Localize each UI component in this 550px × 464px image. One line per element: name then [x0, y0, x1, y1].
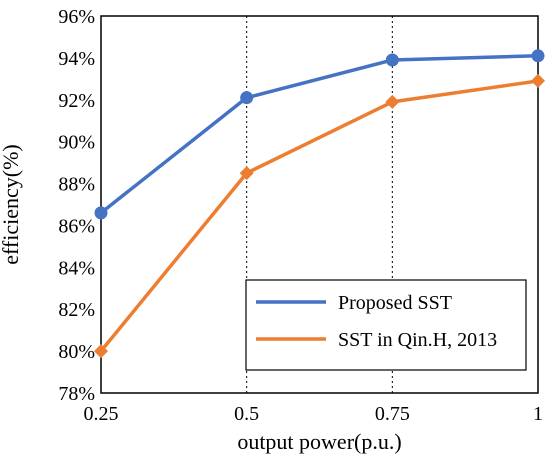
- data-point: [385, 94, 400, 109]
- series-layer: [94, 49, 545, 359]
- x-tick-label: 0.5: [234, 403, 259, 425]
- series-line: [99, 79, 539, 353]
- data-point: [531, 73, 545, 88]
- y-axis-title: efficiency(%): [0, 144, 23, 265]
- y-axis-tick-labels: 78% 80% 82% 84% 86% 88% 90% 92% 94% 96%: [58, 6, 95, 405]
- y-tick-label: 86%: [58, 215, 95, 237]
- y-tick-label: 84%: [58, 257, 95, 279]
- x-axis-tick-labels: 0.25 0.5 0.75 1: [84, 403, 544, 425]
- data-point: [239, 166, 254, 181]
- x-tick-label: 0.75: [375, 403, 410, 425]
- data-point: [94, 206, 108, 220]
- y-tick-label: 82%: [58, 299, 95, 321]
- data-point: [385, 53, 399, 67]
- y-tick-label: 92%: [58, 90, 95, 112]
- plot-area-frame: [100, 15, 539, 394]
- data-point: [94, 344, 108, 359]
- series-line: [99, 54, 539, 215]
- x-axis-title: output power(p.u.): [237, 429, 401, 454]
- series-1: [94, 49, 545, 220]
- legend-entry-label: SST in Qin.H, 2013: [338, 329, 497, 351]
- series-2: [94, 73, 545, 359]
- data-point: [240, 91, 254, 105]
- y-tick-label: 96%: [58, 6, 95, 28]
- x-tick-label: 0.25: [84, 403, 119, 425]
- legend: Proposed SST SST in Qin.H, 2013: [245, 279, 527, 371]
- y-tick-label: 88%: [58, 174, 95, 196]
- y-tick-label: 90%: [58, 132, 95, 154]
- y-tick-label: 80%: [58, 341, 95, 363]
- y-tick-label: 78%: [58, 383, 95, 405]
- legend-box: [245, 279, 527, 371]
- data-point: [531, 49, 545, 63]
- y-tick-label: 94%: [58, 48, 95, 70]
- legend-entry-label: Proposed SST: [338, 292, 452, 314]
- x-tick-label: 1: [533, 403, 543, 425]
